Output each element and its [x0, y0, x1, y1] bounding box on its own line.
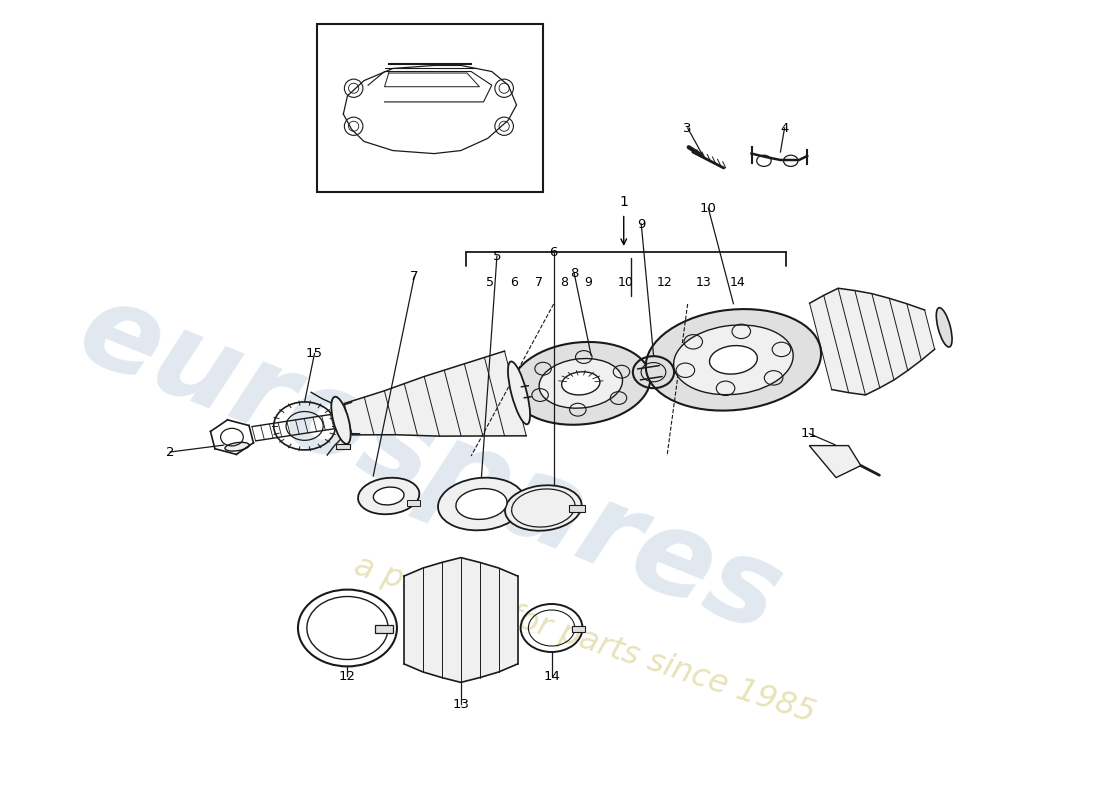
Ellipse shape	[646, 309, 821, 410]
Text: 5: 5	[486, 276, 494, 289]
Text: 3: 3	[683, 122, 692, 134]
Bar	[572, 626, 585, 632]
Text: 1: 1	[619, 195, 628, 210]
Text: 6: 6	[549, 246, 558, 258]
Text: 8: 8	[560, 276, 568, 289]
Text: 10: 10	[700, 202, 717, 214]
Text: a passion for parts since 1985: a passion for parts since 1985	[350, 550, 820, 730]
Ellipse shape	[455, 489, 507, 519]
Polygon shape	[810, 446, 861, 478]
Bar	[407, 500, 420, 506]
Polygon shape	[404, 558, 518, 682]
Ellipse shape	[673, 325, 793, 394]
Text: 8: 8	[570, 267, 579, 280]
Text: 5: 5	[493, 250, 502, 262]
Bar	[317, 24, 543, 192]
Ellipse shape	[358, 478, 419, 514]
Ellipse shape	[508, 362, 530, 424]
Ellipse shape	[224, 442, 250, 451]
Text: 14: 14	[543, 670, 560, 682]
Text: eurospares: eurospares	[63, 271, 798, 657]
Text: 7: 7	[410, 270, 419, 282]
Ellipse shape	[710, 346, 757, 374]
Text: 12: 12	[339, 670, 356, 682]
Ellipse shape	[539, 358, 623, 408]
Ellipse shape	[505, 486, 582, 530]
Ellipse shape	[936, 308, 953, 347]
Text: 7: 7	[536, 276, 543, 289]
Text: 10: 10	[618, 276, 634, 289]
Ellipse shape	[438, 478, 525, 530]
Text: 9: 9	[637, 218, 646, 230]
Text: 13: 13	[695, 276, 711, 289]
Ellipse shape	[562, 372, 600, 395]
Polygon shape	[810, 288, 935, 395]
Bar	[569, 505, 584, 512]
Text: 4: 4	[780, 122, 789, 134]
Bar	[375, 625, 393, 633]
Text: 2: 2	[166, 446, 175, 458]
Ellipse shape	[331, 397, 351, 444]
Ellipse shape	[373, 487, 404, 505]
Text: 11: 11	[801, 427, 817, 440]
Text: 15: 15	[306, 347, 323, 360]
Text: 14: 14	[729, 276, 745, 289]
Text: 6: 6	[510, 276, 518, 289]
Ellipse shape	[512, 342, 650, 425]
Text: 12: 12	[657, 276, 673, 289]
Text: 13: 13	[452, 698, 470, 710]
Polygon shape	[344, 351, 526, 436]
Bar	[336, 444, 350, 449]
Text: 9: 9	[585, 276, 593, 289]
